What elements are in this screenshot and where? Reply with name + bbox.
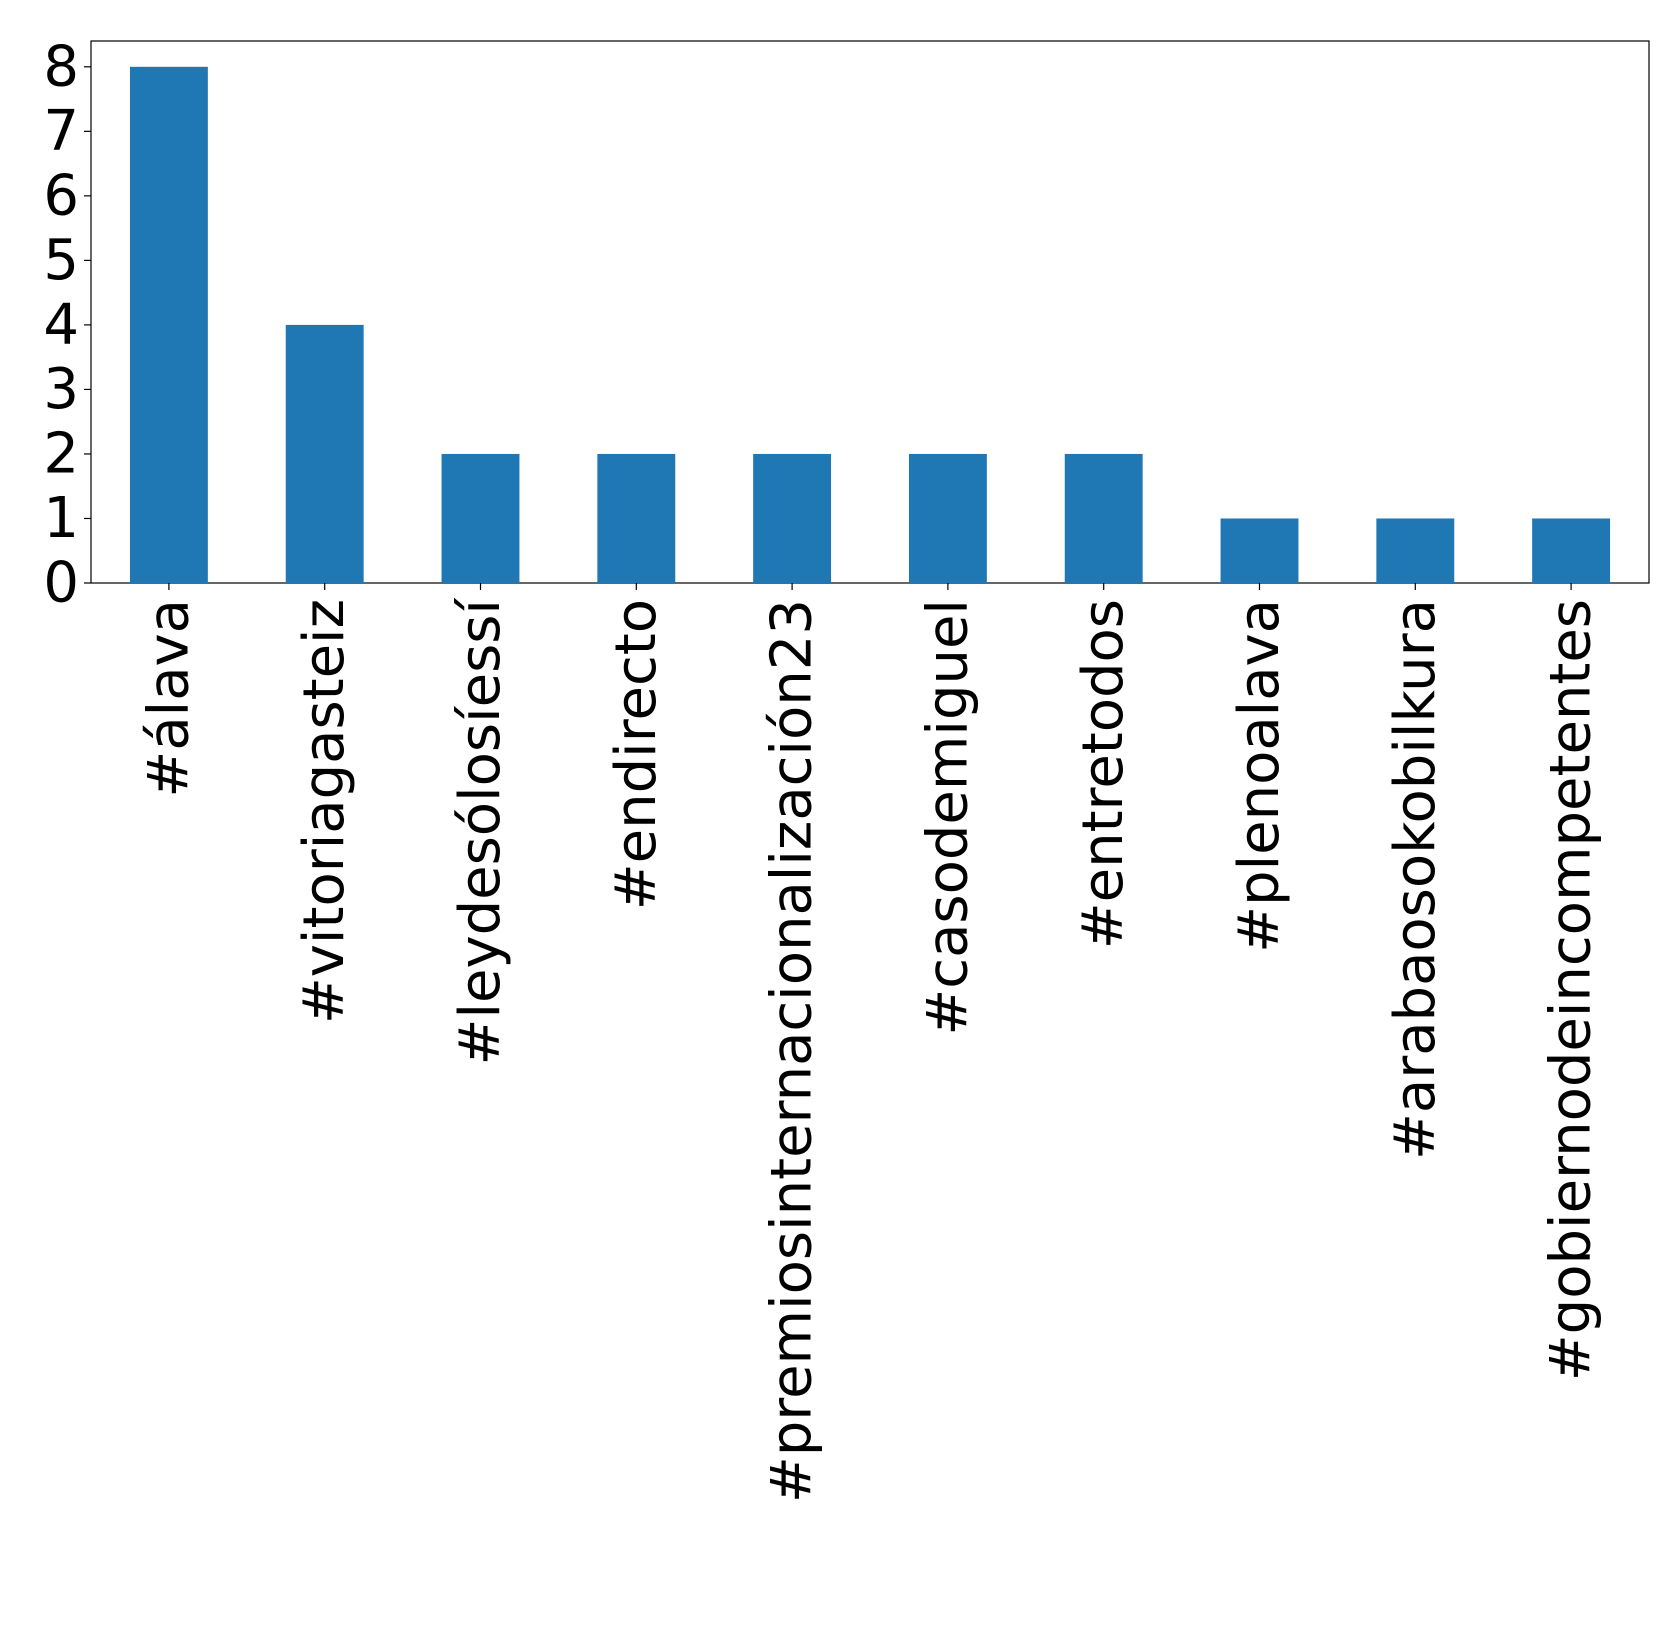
bar-6 [1064,453,1143,583]
bar-1 [285,324,364,583]
x-tick-label-0: #álava [136,599,201,798]
y-tick-label-6: 6 [43,163,79,228]
x-tick-label-7: #plenoalava [1227,599,1292,953]
x-tick-label-3: #endirecto [604,599,669,910]
x-tick-label-4: #premiosinternacionalización23 [760,599,825,1503]
bar-0 [129,66,208,583]
x-tick-label-1: #vitoriagasteiz [292,599,357,1024]
x-tick-label-9: #gobiernodeincompetentes [1539,599,1604,1381]
bar-7 [1220,518,1299,583]
bar-8 [1376,518,1455,583]
y-tick-label-2: 2 [43,421,79,486]
bar-5 [908,453,987,583]
y-tick-label-8: 8 [43,34,79,99]
y-tick-label-5: 5 [43,228,79,293]
x-tick-label-8: #arabaosokobilkura [1383,599,1448,1160]
bar-2 [441,453,520,583]
x-tick-label-6: #entretodos [1071,599,1136,949]
x-tick-label-2: #leydesólosíessí [448,597,513,1066]
y-tick-label-1: 1 [43,486,79,551]
x-axis: #álava #vitoriagasteiz #leydesólosíessí #en… [136,583,1604,1503]
bar-9 [1532,518,1611,583]
x-tick-label-5: #casodemiguel [915,599,980,1036]
y-tick-label-7: 7 [43,99,79,164]
bars-layer [129,66,1611,583]
bar-4 [753,453,832,583]
y-tick-label-0: 0 [43,551,79,616]
plot-frame [90,40,1650,584]
y-tick-label-3: 3 [43,357,79,422]
bar-3 [597,453,676,583]
y-tick-label-4: 4 [43,292,79,357]
